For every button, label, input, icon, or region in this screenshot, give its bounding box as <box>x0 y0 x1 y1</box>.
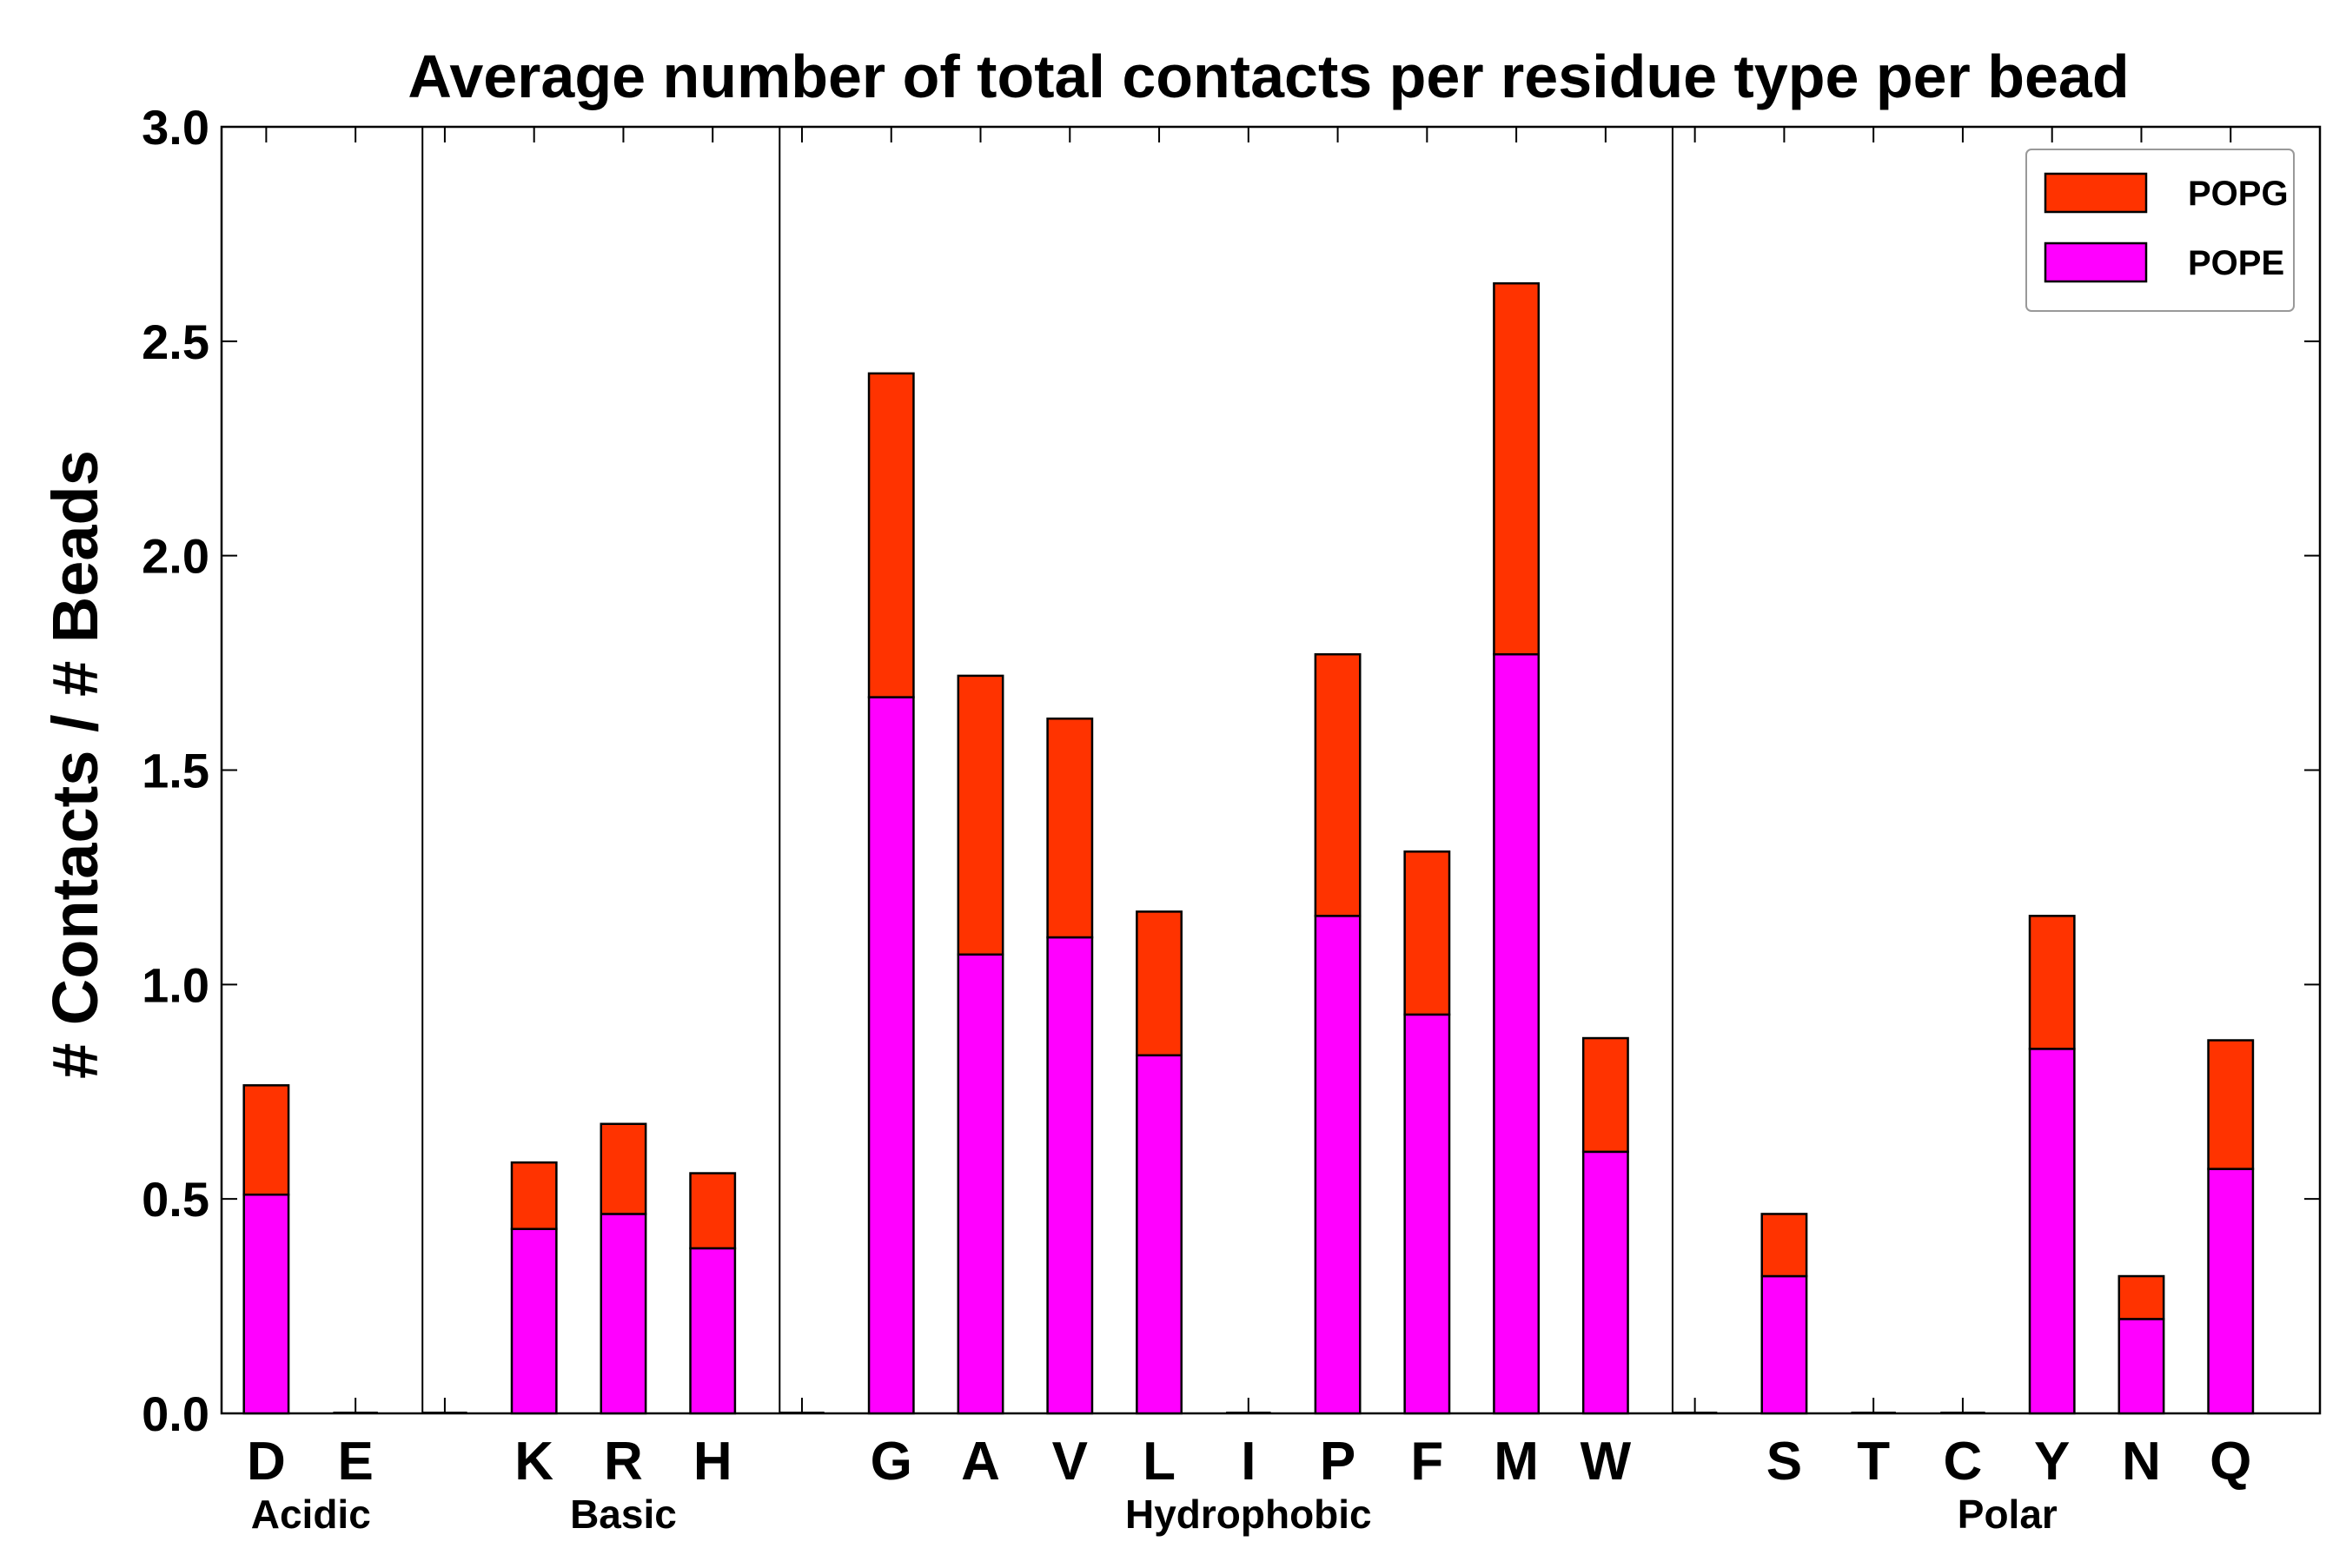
bar-pope-W <box>1581 1150 1629 1415</box>
legend-swatch-popg <box>2044 172 2148 214</box>
x-tick-label-D: D <box>247 1432 286 1492</box>
bar-pope-P <box>1314 915 1362 1415</box>
legend-swatch-pope <box>2044 241 2148 283</box>
y-tick-label: 1.5 <box>142 744 209 798</box>
bar-pope-D <box>242 1193 290 1415</box>
bar-popg-N <box>2117 1274 2165 1320</box>
x-tick-label-F: F <box>1410 1432 1443 1492</box>
x-tick-label-H: H <box>693 1432 732 1492</box>
x-tick-label-T: T <box>1857 1432 1890 1492</box>
bar-popg-P <box>1314 652 1362 917</box>
x-tick-label-R: R <box>604 1432 643 1492</box>
bar-popg-M <box>1493 281 1541 656</box>
group-label-basic: Basic <box>570 1492 677 1537</box>
bar-pope-Y <box>2028 1048 2076 1415</box>
bar-popg-S <box>1760 1213 1808 1278</box>
bar-popg-R <box>600 1122 647 1215</box>
x-tick-label-S: S <box>1766 1432 1802 1492</box>
y-tick-label: 1.0 <box>142 957 209 1012</box>
bar-popg-K <box>510 1161 558 1230</box>
x-tick-label-Q: Q <box>2210 1432 2251 1492</box>
x-tick-label-W: W <box>1581 1432 1632 1492</box>
y-tick-label: 2.5 <box>142 314 209 369</box>
x-tick-label-L: L <box>1143 1432 1176 1492</box>
legend: POPG POPE <box>2025 149 2295 312</box>
legend-label-pope: POPE <box>2188 244 2284 282</box>
bar-popg-Q <box>2207 1039 2255 1170</box>
bar-popg-D <box>242 1084 290 1196</box>
x-tick-label-N: N <box>2122 1432 2161 1492</box>
chart-title: Average number of total contacts per res… <box>408 43 2129 110</box>
bar-popg-A <box>957 674 1004 956</box>
legend-label-popg: POPG <box>2188 175 2289 213</box>
bar-popg-V <box>1046 718 1094 939</box>
bar-pope-Q <box>2207 1168 2255 1415</box>
x-tick-label-M: M <box>1494 1432 1539 1492</box>
bar-popg-H <box>689 1172 737 1250</box>
bar-pope-M <box>1493 652 1541 1415</box>
bar-pope-G <box>867 696 915 1415</box>
x-tick-label-G: G <box>871 1432 912 1492</box>
group-label-polar: Polar <box>1958 1492 2058 1537</box>
x-tick-label-A: A <box>961 1432 1000 1492</box>
group-label-acidic: Acidic <box>251 1492 371 1537</box>
y-tick-label: 2.0 <box>142 529 209 584</box>
bar-pope-L <box>1136 1054 1183 1415</box>
group-label-hydrophobic: Hydrophobic <box>1125 1492 1372 1537</box>
x-tick-label-K: K <box>514 1432 553 1492</box>
bar-pope-K <box>510 1227 558 1415</box>
plot-area: 0.0 0.5 1.0 1.5 2.0 2.5 3.0 D E K R H G A V L I P F M W S T C Y N… <box>142 100 2322 1537</box>
x-tick-label-P: P <box>1320 1432 1355 1492</box>
x-tick-label-C: C <box>1944 1432 1983 1492</box>
bar-popg-Y <box>2028 915 2076 1050</box>
x-tick-label-I: I <box>1241 1432 1256 1492</box>
bar-pope-V <box>1046 936 1094 1415</box>
bar-pope-S <box>1760 1274 1808 1415</box>
bar-popg-G <box>867 372 915 698</box>
bar-popg-F <box>1403 850 1451 1016</box>
y-tick-label: 0.5 <box>142 1172 209 1227</box>
bar-popg-L <box>1136 910 1183 1057</box>
bar-popg-W <box>1581 1036 1629 1154</box>
x-tick-label-Y: Y <box>2034 1432 2070 1492</box>
bar-pope-H <box>689 1247 737 1415</box>
y-tick-label: 3.0 <box>142 100 209 155</box>
y-tick-label: 0.0 <box>142 1386 209 1441</box>
bar-pope-F <box>1403 1013 1451 1415</box>
bar-pope-R <box>600 1213 647 1415</box>
x-tick-label-E: E <box>337 1432 373 1492</box>
bar-pope-N <box>2117 1318 2165 1415</box>
x-tick-label-V: V <box>1052 1432 1088 1492</box>
bar-pope-A <box>957 953 1004 1415</box>
y-axis-label: # Contacts / # Beads <box>39 450 111 1079</box>
